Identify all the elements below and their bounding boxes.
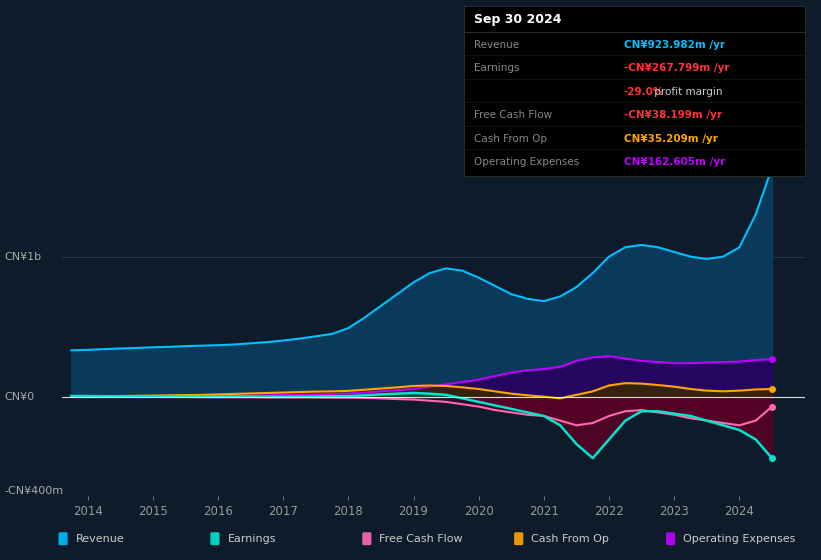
Text: Free Cash Flow: Free Cash Flow: [474, 110, 552, 120]
Text: Earnings: Earnings: [227, 534, 276, 544]
Text: CN¥0: CN¥0: [4, 392, 34, 402]
Text: Revenue: Revenue: [76, 534, 124, 544]
Text: CN¥1b: CN¥1b: [4, 251, 41, 262]
Text: Operating Expenses: Operating Expenses: [474, 157, 579, 167]
Text: -CN¥38.199m /yr: -CN¥38.199m /yr: [624, 110, 722, 120]
Text: CN¥35.209m /yr: CN¥35.209m /yr: [624, 134, 718, 144]
Text: CN¥162.605m /yr: CN¥162.605m /yr: [624, 157, 725, 167]
Text: Revenue: Revenue: [474, 40, 519, 50]
Text: -29.0%: -29.0%: [624, 87, 664, 97]
Text: Free Cash Flow: Free Cash Flow: [379, 534, 463, 544]
Text: Cash From Op: Cash From Op: [531, 534, 609, 544]
Text: Cash From Op: Cash From Op: [474, 134, 547, 144]
Text: Sep 30 2024: Sep 30 2024: [474, 13, 562, 26]
Text: Operating Expenses: Operating Expenses: [683, 534, 796, 544]
Text: -CN¥267.799m /yr: -CN¥267.799m /yr: [624, 63, 730, 73]
Text: profit margin: profit margin: [651, 87, 722, 97]
Text: -CN¥400m: -CN¥400m: [4, 486, 63, 496]
Text: Earnings: Earnings: [474, 63, 519, 73]
Text: CN¥923.982m /yr: CN¥923.982m /yr: [624, 40, 725, 50]
